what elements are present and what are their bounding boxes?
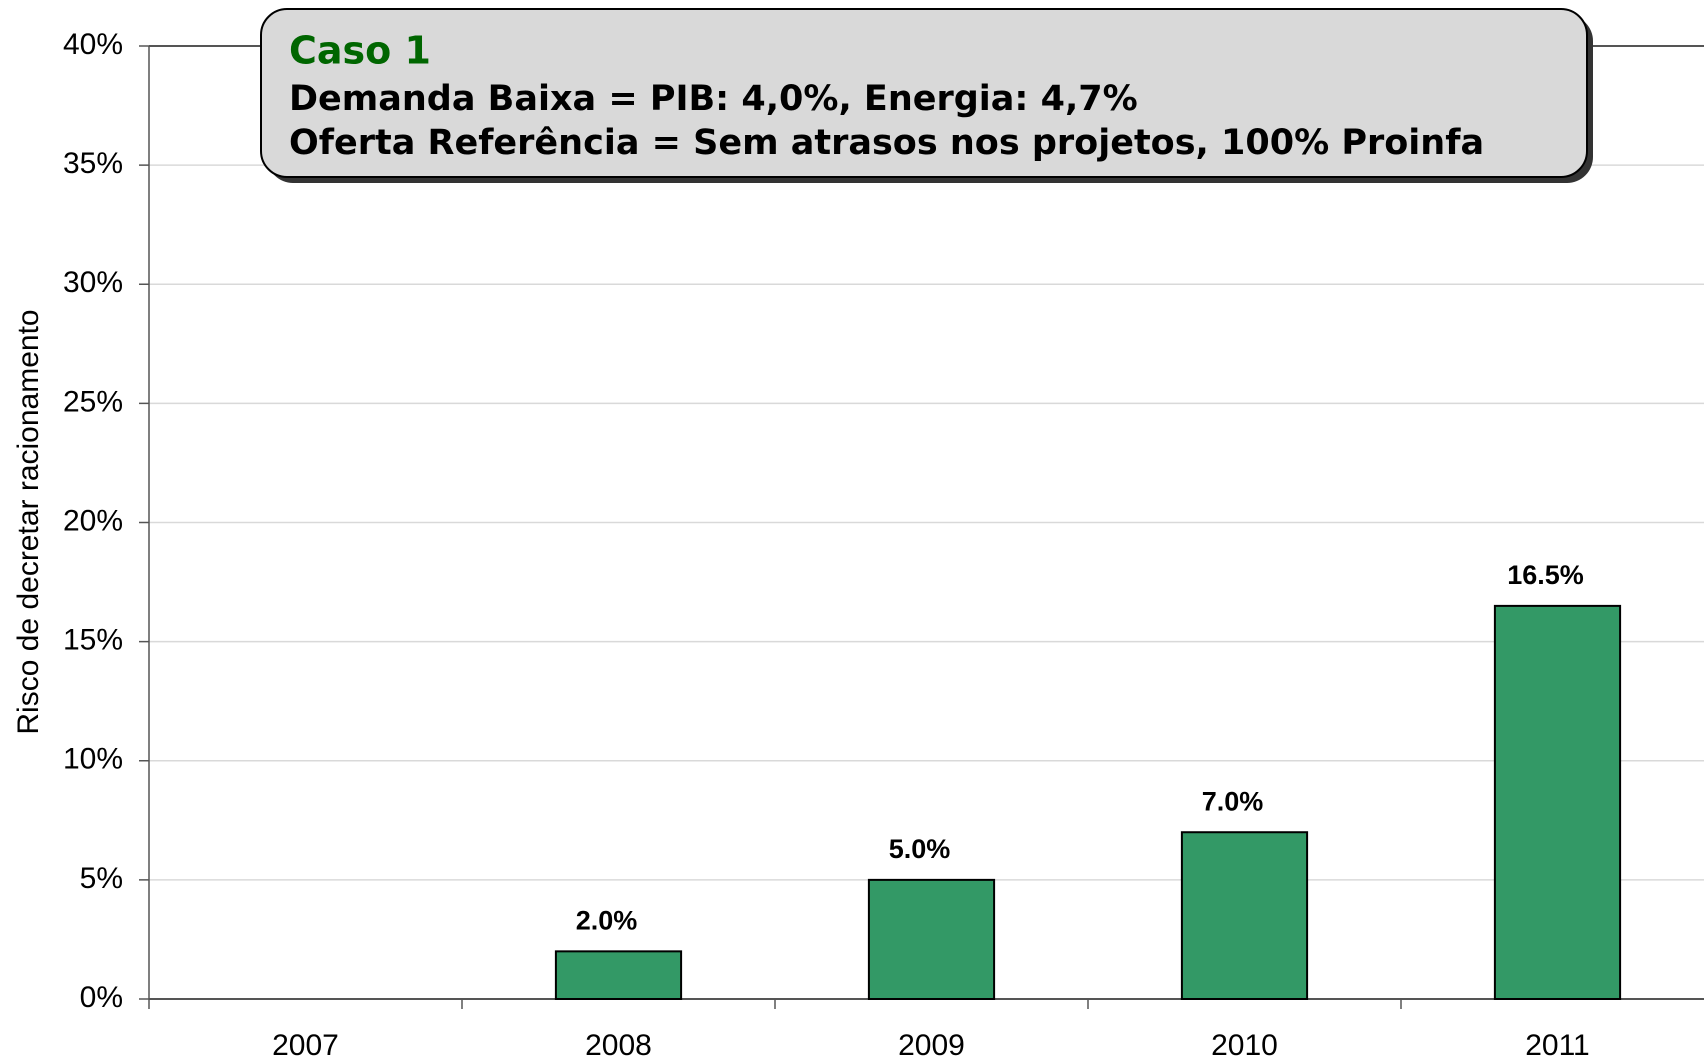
y-tick-label: 40% — [63, 28, 123, 61]
bar — [1180, 831, 1309, 1000]
annotation-line: Oferta Referência = Sem atrasos nos proj… — [289, 123, 1484, 163]
x-tick-label: 2009 — [898, 1029, 965, 1062]
bar — [554, 950, 683, 1000]
y-axis-label: Risco de decretar racionamento — [12, 309, 45, 734]
y-tick-label: 5% — [80, 862, 123, 895]
annotation-box — [260, 8, 1588, 178]
x-tick-label: 2007 — [272, 1029, 339, 1062]
value-label: 16.5% — [1507, 560, 1584, 590]
y-tick-label: 30% — [63, 266, 123, 299]
y-tick-label: 0% — [80, 981, 123, 1014]
y-tick-label: 10% — [63, 743, 123, 776]
x-tick-label: 2011 — [1525, 1029, 1590, 1062]
y-tick-label: 15% — [63, 624, 123, 657]
y-tick-label: 25% — [63, 385, 123, 418]
y-tick-label: 35% — [63, 147, 123, 180]
y-tick-label: 20% — [63, 504, 123, 537]
annotation-line: Demanda Baixa = PIB: 4,0%, Energia: 4,7% — [289, 79, 1138, 119]
value-label: 5.0% — [889, 834, 951, 864]
value-label: 2.0% — [576, 905, 638, 935]
x-tick-label: 2008 — [585, 1029, 652, 1062]
bar — [1493, 604, 1622, 1000]
bar — [867, 878, 996, 1000]
value-label: 7.0% — [1202, 786, 1264, 816]
annotation-title: Caso 1 — [289, 29, 431, 73]
x-tick-label: 2010 — [1211, 1029, 1278, 1062]
